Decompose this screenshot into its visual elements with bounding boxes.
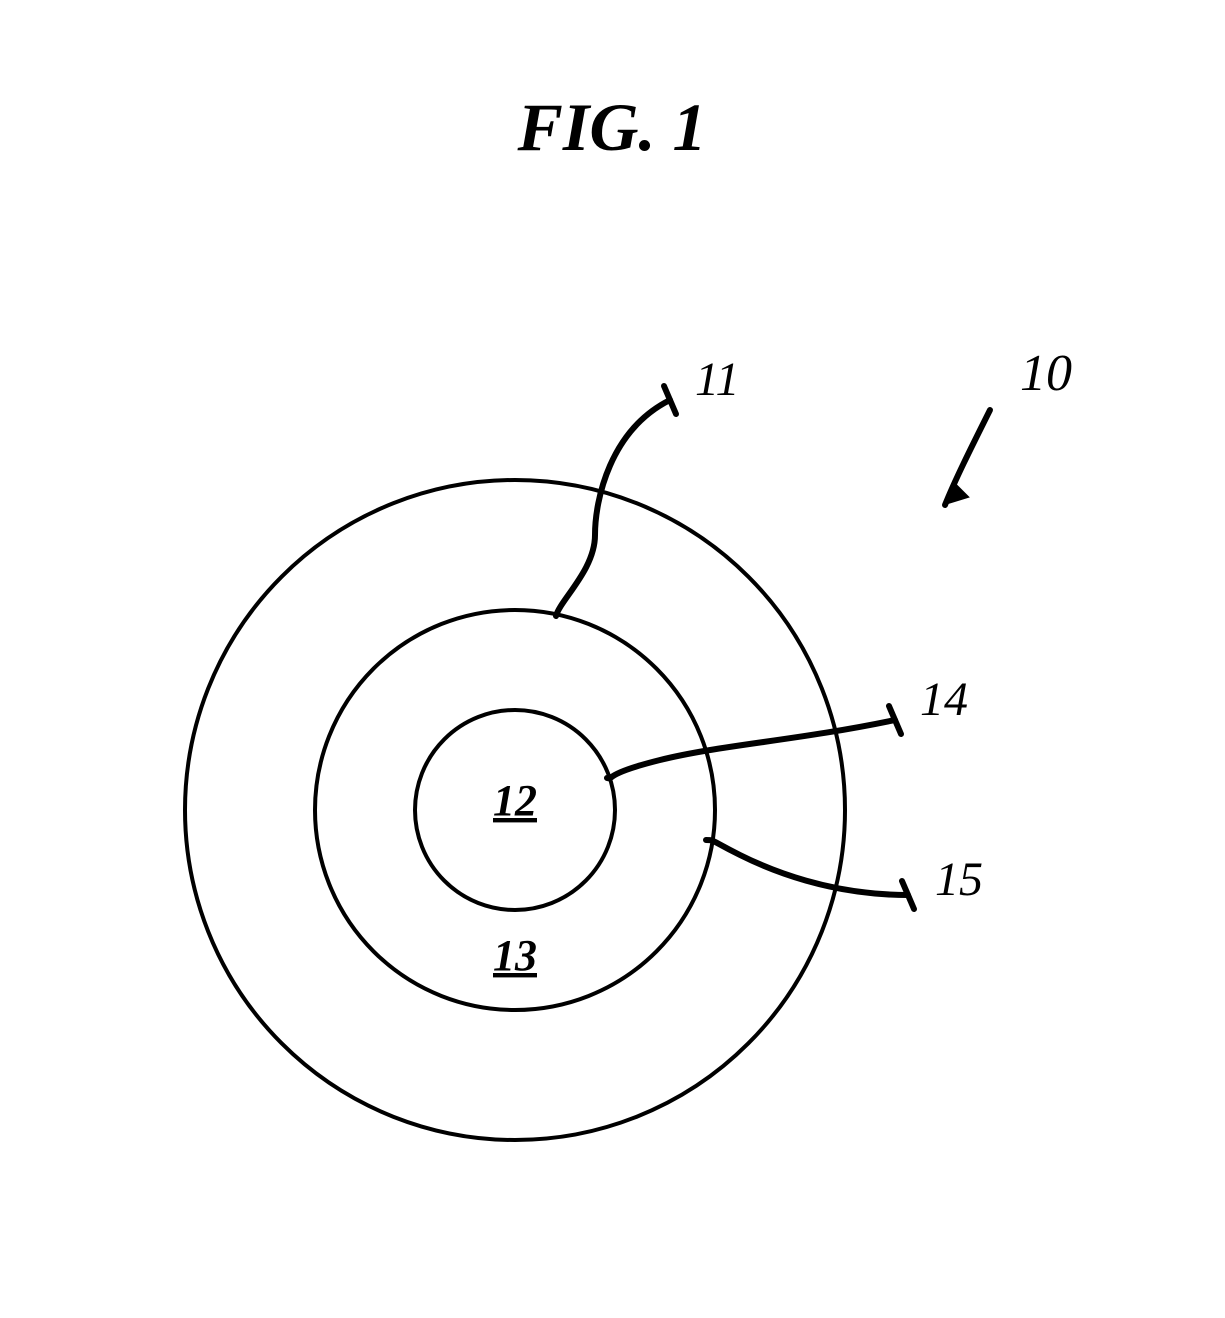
canvas-background (0, 0, 1225, 1318)
region-13: 13 (493, 931, 537, 980)
figure-title: FIG. 1 (517, 89, 707, 165)
figure-diagram: 12 13 10 11 14 15 FIG. 1 (0, 0, 1225, 1318)
callout-14-label: 14 (920, 673, 968, 726)
callout-11-label: 11 (695, 353, 739, 406)
callout-15-label: 15 (935, 853, 983, 906)
callout-10-label: 10 (1020, 345, 1072, 402)
region-12: 12 (493, 776, 537, 825)
